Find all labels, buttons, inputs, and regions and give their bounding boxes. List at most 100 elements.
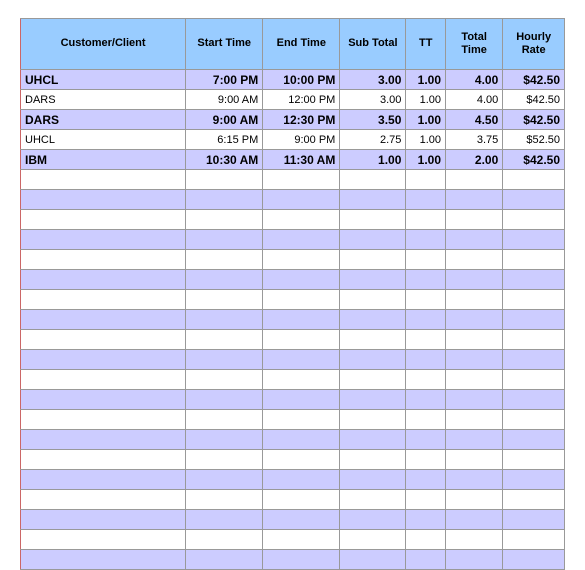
cell-empty[interactable] [446, 450, 503, 470]
cell-empty[interactable] [340, 230, 406, 250]
cell-empty[interactable] [263, 330, 340, 350]
cell-empty[interactable] [186, 550, 263, 570]
cell-empty[interactable] [186, 190, 263, 210]
cell-end[interactable]: 11:30 AM [263, 150, 340, 170]
cell-empty[interactable] [186, 330, 263, 350]
cell-empty[interactable] [263, 350, 340, 370]
cell-empty[interactable] [263, 170, 340, 190]
cell-sub[interactable]: 3.00 [340, 90, 406, 110]
cell-empty[interactable] [503, 530, 565, 550]
col-end-time[interactable]: End Time [263, 19, 340, 70]
cell-customer[interactable]: UHCL [21, 130, 186, 150]
cell-empty[interactable] [21, 270, 186, 290]
cell-empty[interactable] [186, 450, 263, 470]
cell-empty[interactable] [340, 390, 406, 410]
cell-empty[interactable] [503, 470, 565, 490]
cell-rate[interactable]: $52.50 [503, 130, 565, 150]
cell-empty[interactable] [263, 210, 340, 230]
cell-empty[interactable] [340, 310, 406, 330]
cell-empty[interactable] [263, 310, 340, 330]
cell-empty[interactable] [21, 350, 186, 370]
col-customer[interactable]: Customer/Client [21, 19, 186, 70]
cell-empty[interactable] [340, 550, 406, 570]
cell-empty[interactable] [406, 430, 446, 450]
cell-empty[interactable] [446, 190, 503, 210]
cell-empty[interactable] [186, 250, 263, 270]
cell-empty[interactable] [340, 430, 406, 450]
cell-empty[interactable] [340, 410, 406, 430]
cell-total[interactable]: 2.00 [446, 150, 503, 170]
cell-empty[interactable] [406, 450, 446, 470]
cell-empty[interactable] [21, 210, 186, 230]
cell-empty[interactable] [263, 230, 340, 250]
cell-end[interactable]: 12:30 PM [263, 110, 340, 130]
cell-customer[interactable]: DARS [21, 110, 186, 130]
cell-empty[interactable] [340, 290, 406, 310]
cell-sub[interactable]: 2.75 [340, 130, 406, 150]
cell-empty[interactable] [446, 530, 503, 550]
cell-empty[interactable] [186, 310, 263, 330]
cell-empty[interactable] [21, 450, 186, 470]
table-row[interactable] [21, 350, 565, 370]
table-row[interactable] [21, 250, 565, 270]
cell-empty[interactable] [446, 390, 503, 410]
cell-empty[interactable] [186, 290, 263, 310]
cell-empty[interactable] [263, 510, 340, 530]
table-row[interactable]: IBM10:30 AM11:30 AM1.001.002.00$42.50 [21, 150, 565, 170]
table-row[interactable] [21, 450, 565, 470]
cell-empty[interactable] [503, 230, 565, 250]
table-row[interactable] [21, 470, 565, 490]
cell-start[interactable]: 10:30 AM [186, 150, 263, 170]
cell-customer[interactable]: DARS [21, 90, 186, 110]
cell-empty[interactable] [503, 290, 565, 310]
cell-empty[interactable] [186, 350, 263, 370]
table-row[interactable] [21, 530, 565, 550]
cell-empty[interactable] [406, 170, 446, 190]
table-row[interactable] [21, 410, 565, 430]
cell-empty[interactable] [503, 510, 565, 530]
cell-empty[interactable] [21, 290, 186, 310]
cell-empty[interactable] [263, 390, 340, 410]
cell-empty[interactable] [21, 470, 186, 490]
cell-empty[interactable] [263, 410, 340, 430]
cell-empty[interactable] [503, 350, 565, 370]
table-row[interactable]: DARS9:00 AM12:30 PM3.501.004.50$42.50 [21, 110, 565, 130]
cell-empty[interactable] [340, 190, 406, 210]
cell-empty[interactable] [406, 310, 446, 330]
cell-sub[interactable]: 1.00 [340, 150, 406, 170]
cell-empty[interactable] [446, 510, 503, 530]
cell-empty[interactable] [406, 370, 446, 390]
cell-sub[interactable]: 3.50 [340, 110, 406, 130]
cell-empty[interactable] [503, 430, 565, 450]
col-total-time[interactable]: Total Time [446, 19, 503, 70]
cell-empty[interactable] [503, 270, 565, 290]
cell-empty[interactable] [446, 370, 503, 390]
cell-rate[interactable]: $42.50 [503, 110, 565, 130]
cell-empty[interactable] [21, 370, 186, 390]
table-row[interactable]: DARS9:00 AM12:00 PM3.001.004.00$42.50 [21, 90, 565, 110]
cell-empty[interactable] [186, 410, 263, 430]
cell-empty[interactable] [406, 470, 446, 490]
table-row[interactable] [21, 290, 565, 310]
cell-empty[interactable] [406, 210, 446, 230]
cell-empty[interactable] [340, 330, 406, 350]
table-row[interactable] [21, 310, 565, 330]
cell-total[interactable]: 4.00 [446, 90, 503, 110]
cell-tt[interactable]: 1.00 [406, 150, 446, 170]
cell-tt[interactable]: 1.00 [406, 130, 446, 150]
cell-empty[interactable] [503, 330, 565, 350]
cell-empty[interactable] [263, 550, 340, 570]
table-row[interactable]: UHCL6:15 PM9:00 PM2.751.003.75$52.50 [21, 130, 565, 150]
cell-total[interactable]: 4.00 [446, 70, 503, 90]
cell-empty[interactable] [21, 250, 186, 270]
cell-empty[interactable] [446, 250, 503, 270]
cell-empty[interactable] [263, 190, 340, 210]
cell-rate[interactable]: $42.50 [503, 90, 565, 110]
cell-rate[interactable]: $42.50 [503, 150, 565, 170]
cell-empty[interactable] [340, 450, 406, 470]
table-row[interactable] [21, 230, 565, 250]
cell-empty[interactable] [503, 450, 565, 470]
cell-start[interactable]: 9:00 AM [186, 90, 263, 110]
cell-empty[interactable] [406, 290, 446, 310]
cell-start[interactable]: 6:15 PM [186, 130, 263, 150]
